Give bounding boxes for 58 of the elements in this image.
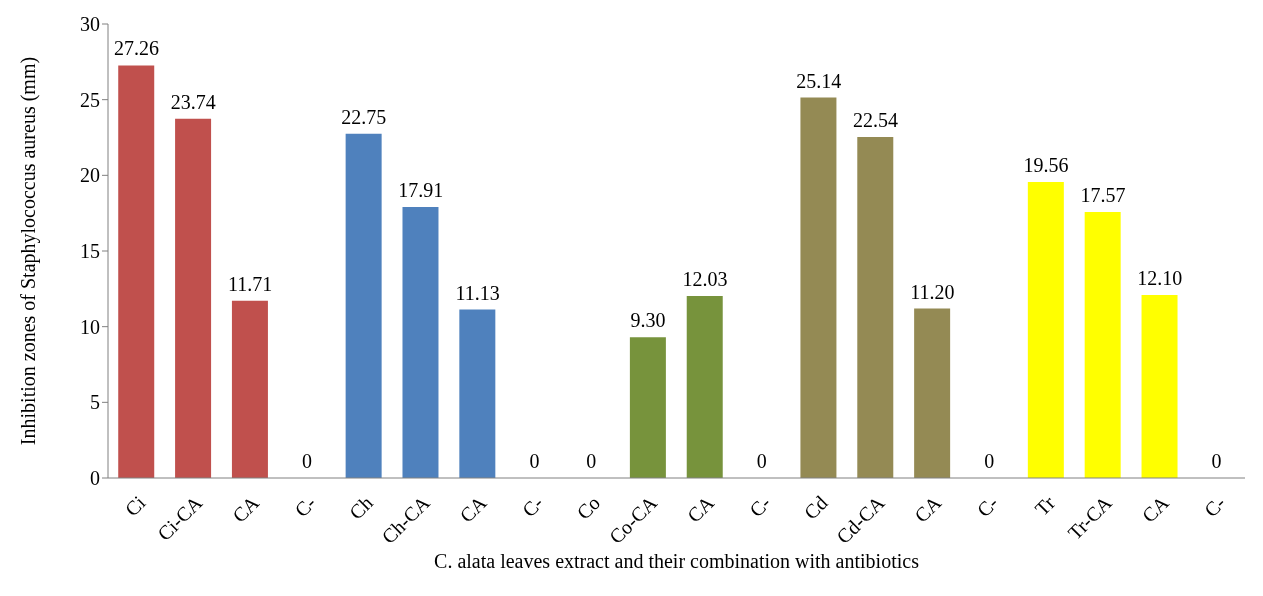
data-label: 17.91 (398, 178, 444, 201)
bar (1084, 212, 1121, 478)
bar (914, 308, 951, 478)
bar (629, 337, 666, 478)
data-label: 0 (756, 450, 767, 472)
data-label: 0 (529, 450, 540, 472)
bar (1141, 294, 1178, 478)
bar (857, 136, 894, 478)
data-label: 11.13 (455, 281, 500, 304)
x-tick-label: Co (572, 491, 605, 524)
x-tick-label: CA (910, 491, 946, 527)
bar (402, 206, 439, 478)
y-tick-label: 5 (90, 391, 100, 414)
bar (345, 133, 382, 478)
y-axis-title: Inhibition zones of Staphylococcus aureus (mm) (17, 56, 41, 446)
data-label: 23.74 (170, 90, 216, 113)
x-tick-label: CA (227, 491, 264, 527)
data-label: 27.26 (113, 37, 159, 60)
y-tick-label: 30 (80, 13, 100, 36)
bar (686, 295, 723, 478)
bar (231, 300, 268, 478)
data-label: 11.20 (910, 280, 955, 303)
x-axis-title: C. alata leaves extract and their combination with antibiotics (434, 550, 920, 572)
x-tick-label: CA (455, 491, 491, 527)
x-tick-label: C- (972, 491, 1003, 522)
data-label: 12.03 (682, 267, 728, 290)
x-tick-label: Tr (1030, 491, 1060, 520)
data-label: 0 (984, 450, 995, 472)
x-tick-label: CA (682, 491, 719, 527)
x-tick-label: Ci (120, 491, 150, 521)
data-label: 9.30 (630, 309, 666, 332)
data-label: 0 (1211, 450, 1222, 472)
data-label: 25.14 (796, 69, 842, 92)
bar (118, 65, 155, 478)
y-tick-label: 25 (80, 88, 100, 111)
data-label: 22.54 (852, 108, 898, 131)
data-label: 19.56 (1023, 153, 1069, 176)
bar (800, 97, 837, 478)
data-label: 0 (586, 450, 597, 472)
x-tick-label: C- (290, 491, 320, 522)
data-label: 22.75 (341, 105, 387, 128)
bar (459, 309, 496, 478)
x-tick-label: C- (517, 491, 548, 522)
data-label: 0 (301, 450, 312, 472)
data-label: 17.57 (1080, 184, 1126, 207)
data-label: 12.10 (1137, 266, 1183, 289)
x-tick-label: C- (745, 491, 775, 522)
x-tick-label: C- (1199, 491, 1230, 522)
data-label: 11.71 (227, 272, 273, 295)
bar (175, 118, 212, 478)
x-tick-label: Cd (799, 491, 832, 524)
x-tick-label: Ch (344, 491, 377, 524)
bar (1027, 181, 1064, 478)
y-tick-label: 20 (80, 164, 100, 187)
y-tick-label: 0 (90, 467, 100, 490)
y-tick-label: 10 (80, 315, 100, 338)
x-tick-label: CA (1137, 491, 1174, 527)
y-tick-label: 15 (80, 240, 100, 263)
